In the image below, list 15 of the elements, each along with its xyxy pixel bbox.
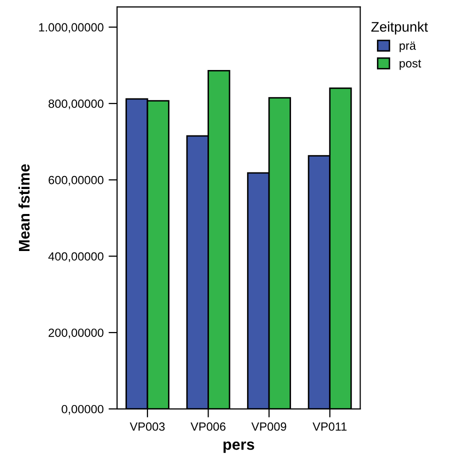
x-axis-title: pers [224,441,254,453]
x-tick-label: VP009 [251,422,286,431]
x-tick-label: VP011 [312,422,347,431]
y-tick-label: 600,00000 [48,176,104,186]
y-tick-label: 200,00000 [48,328,104,338]
y-tick-label: 1.000,00000 [39,23,104,33]
y-tick-label: 0,00000 [62,404,104,415]
y-tick-label: 800,00000 [48,100,104,110]
legend-title: Zeitpunkt [371,22,428,35]
legend-label: post [400,60,422,70]
y-axis-title: Mean fstime [18,164,30,252]
legend-label: prä [400,42,416,52]
x-tick-label: VP003 [130,422,165,431]
x-tick-label: VP006 [190,422,226,431]
y-tick-label: 400,00000 [48,252,104,262]
